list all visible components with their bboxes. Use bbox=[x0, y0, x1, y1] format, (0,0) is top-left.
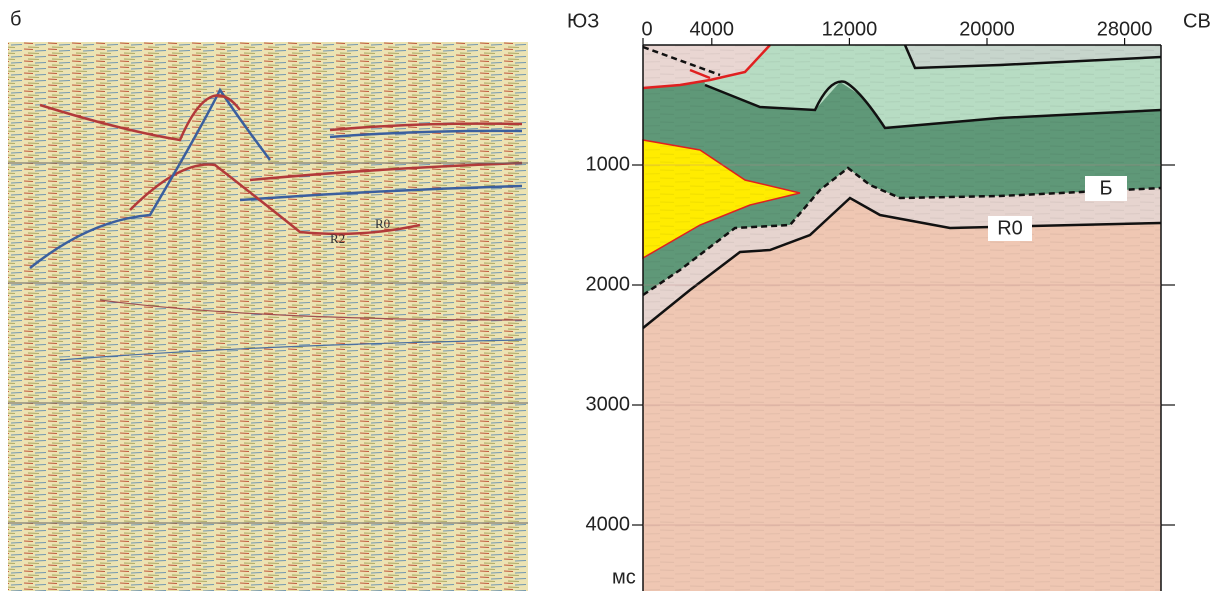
direction-label: ЮЗ bbox=[567, 10, 599, 32]
x-tick-label: 20000 bbox=[959, 18, 1015, 40]
y-tick-label: 1000 bbox=[586, 153, 631, 175]
interpretation-section bbox=[643, 45, 1161, 591]
y-tick-label: 4000 bbox=[586, 513, 631, 535]
reflector-label: R2 bbox=[330, 231, 345, 246]
seismic-section bbox=[8, 42, 528, 591]
horizon-label: R0 bbox=[997, 217, 1023, 239]
x-tick-label: 12000 bbox=[822, 18, 878, 40]
y-tick-label: 2000 bbox=[586, 273, 631, 295]
x-tick-label: 0 bbox=[641, 18, 652, 40]
direction-label: СВ bbox=[1183, 10, 1211, 32]
x-tick-label: 28000 bbox=[1097, 18, 1153, 40]
y-tick-label: 3000 bbox=[586, 393, 631, 415]
figure: б R0 R2 ЮЗ СВ мс Б R0 0 4000 12000 20000 280… bbox=[0, 0, 1222, 591]
horizon-label: Б bbox=[1099, 177, 1112, 199]
y-unit: мс bbox=[612, 566, 636, 588]
panel-label: б bbox=[10, 8, 21, 30]
page: б R0 R2 ЮЗ СВ мс Б R0 0 4000 12000 20000 280… bbox=[0, 0, 1222, 596]
x-tick-label: 4000 bbox=[690, 18, 735, 40]
reflector-label: R0 bbox=[375, 216, 390, 231]
